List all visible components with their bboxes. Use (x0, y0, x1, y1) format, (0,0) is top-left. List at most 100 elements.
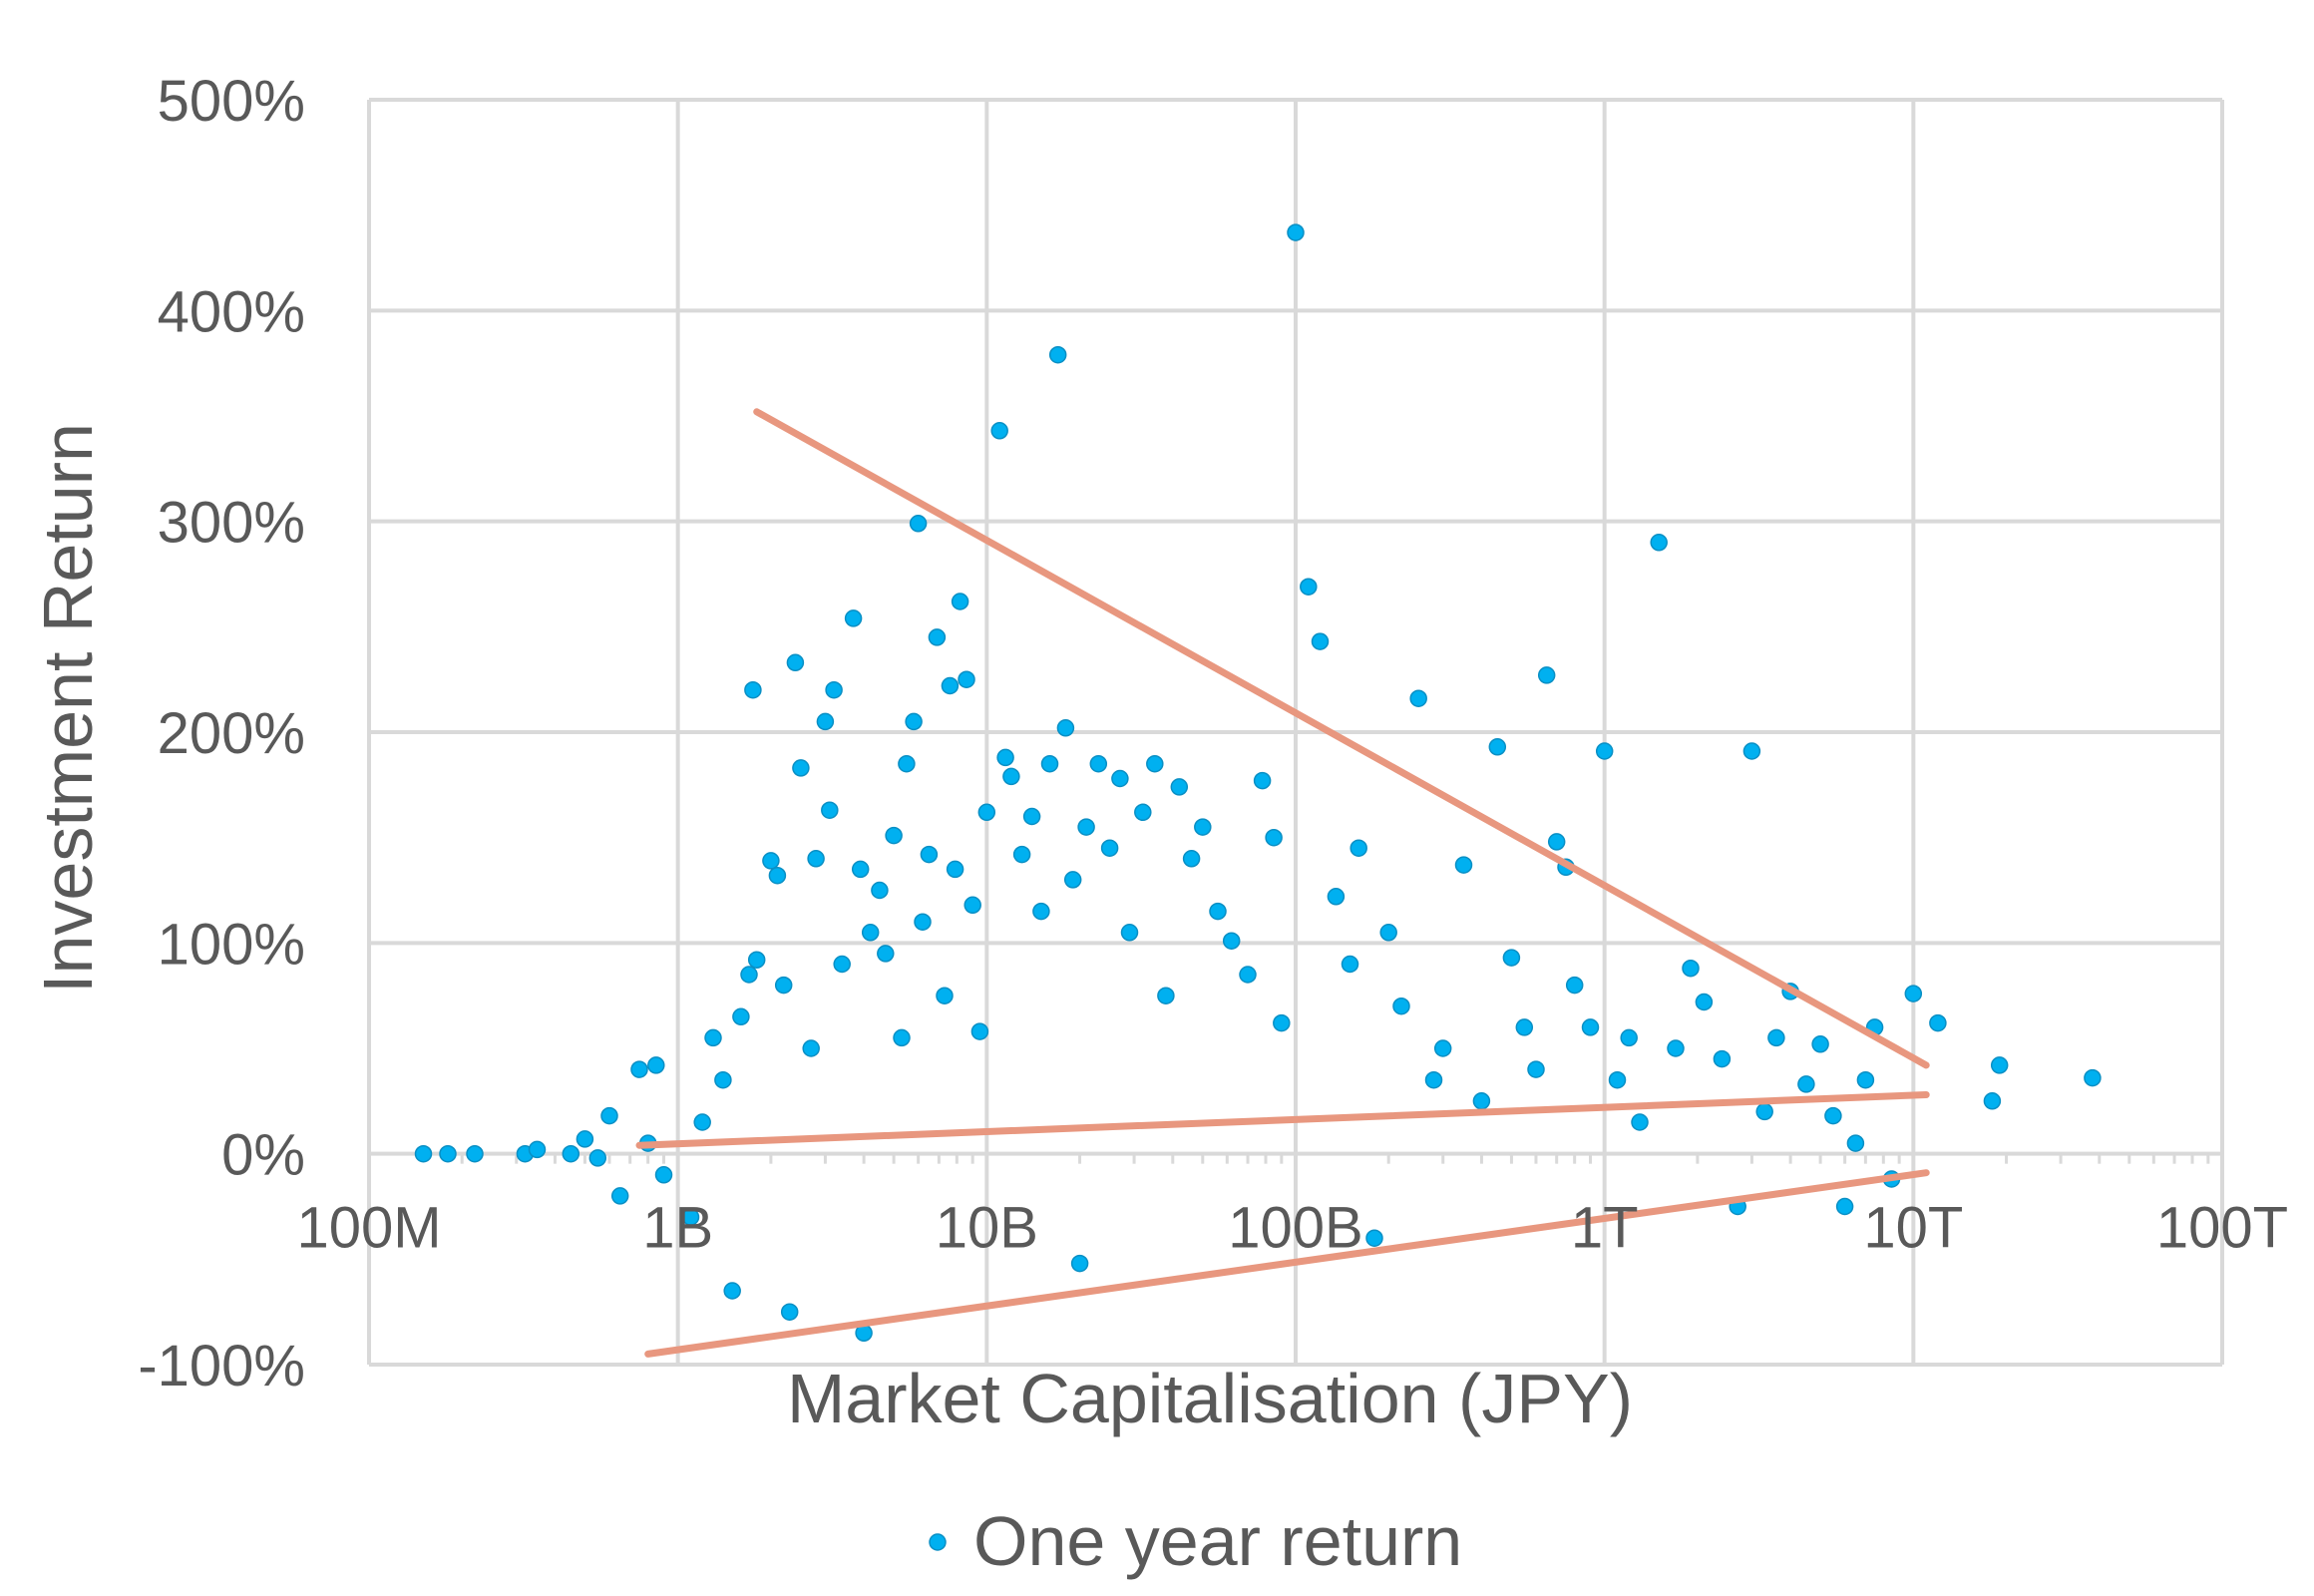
scatter-point (1134, 803, 1152, 822)
scatter-point (977, 803, 996, 822)
scatter-point (1650, 534, 1668, 552)
scatter-point (1515, 1018, 1534, 1036)
scatter-point (1032, 902, 1050, 921)
scatter-point (1265, 828, 1283, 847)
scatter-point (1502, 949, 1521, 967)
scatter-point (1537, 666, 1556, 684)
scatter-point (414, 1144, 433, 1163)
scatter-point (1209, 902, 1227, 921)
y-tick-label: 300% (158, 491, 305, 556)
scatter-point (693, 1113, 711, 1131)
y-tick-label: 400% (158, 279, 305, 344)
scatter-point (877, 945, 895, 963)
scatter-point (958, 670, 975, 688)
scatter-point (920, 845, 939, 864)
scatter-point (723, 1282, 741, 1300)
scatter-point (1433, 1039, 1452, 1057)
scatter-point (1300, 578, 1318, 596)
tick-labels: -100% 0% 100% 200% 300% 400% 500% 100M 1B 10B 100B… (138, 69, 2288, 1398)
scatter-point (1100, 839, 1119, 857)
scatter-point (1547, 833, 1566, 851)
scatter-point (1409, 689, 1427, 707)
scatter-point (1157, 987, 1175, 1004)
x-tick-label: 100M (296, 1196, 441, 1261)
scatter-point (970, 1022, 989, 1040)
scatter-point (2084, 1068, 2102, 1087)
scatter-point (807, 850, 825, 868)
scatter-point (1194, 818, 1212, 836)
scatter-point (851, 860, 870, 879)
scatter-point (654, 1166, 673, 1184)
scatter-point (1089, 754, 1108, 773)
scatter-point (996, 748, 1014, 767)
trend-line (753, 408, 1930, 1069)
scatter-point (1811, 1035, 1829, 1053)
scatter-point (1682, 959, 1700, 978)
scatter-point (588, 1149, 607, 1167)
scatter-point (936, 987, 954, 1004)
scatter-point (562, 1144, 580, 1163)
scatter-point (871, 881, 889, 900)
scatter-point (630, 1060, 648, 1078)
grid-lines (367, 98, 2224, 1367)
scatter-point (792, 759, 810, 777)
y-tick-label: 0% (221, 1123, 305, 1188)
scatter-point (1253, 771, 1272, 790)
scatter-point (1595, 742, 1614, 760)
scatter-point (1350, 839, 1367, 857)
scatter-point (941, 676, 960, 695)
scatter-point (1454, 856, 1473, 874)
scatter-point (1048, 345, 1067, 364)
scatter-point (1063, 871, 1082, 889)
scatter-point (740, 966, 758, 984)
scatter-point (774, 976, 793, 995)
scatter-point (1392, 997, 1410, 1015)
scatter-point (744, 680, 762, 699)
scatter-point (1713, 1049, 1732, 1068)
scatter-point (1182, 850, 1201, 868)
scatter-point (1581, 1018, 1600, 1036)
scatter-point (1070, 1254, 1089, 1273)
scatter-point (1056, 719, 1075, 737)
x-tick-label: 10B (936, 1196, 1038, 1261)
legend: One year return (929, 1502, 1462, 1580)
scatter-point (825, 680, 843, 699)
x-tick-label: 100B (1228, 1196, 1362, 1261)
x-tick-label: 1T (1571, 1196, 1639, 1261)
scatter-point (732, 1007, 750, 1026)
y-tick-label: 500% (158, 69, 305, 134)
x-tick-label: 100T (2156, 1196, 2288, 1261)
scatter-point (1620, 1028, 1638, 1047)
scatter-point (1040, 754, 1059, 773)
scatter-point (1365, 1229, 1383, 1247)
scatter-point (1767, 1028, 1785, 1047)
scatter-point (964, 896, 981, 915)
scatter-point (905, 712, 923, 731)
scatter-point (816, 712, 835, 731)
scatter-point (844, 609, 863, 627)
scatter-point (1170, 778, 1189, 796)
scatter-point (1856, 1070, 1875, 1089)
scatter-point (466, 1144, 484, 1163)
scatter-point (1146, 754, 1164, 773)
trend-line (635, 1091, 1930, 1149)
y-tick-label: 100% (158, 912, 305, 977)
scatter-point (1835, 1197, 1854, 1216)
trend-line (644, 1169, 1930, 1358)
scatter-point (1983, 1092, 2002, 1110)
scatter-point (1077, 818, 1095, 836)
scatter-point (439, 1144, 457, 1163)
x-axis-minor-ticks (460, 1153, 2210, 1164)
scatter-point (1797, 1075, 1815, 1093)
legend-marker-one-year-return (929, 1533, 947, 1551)
scatter-point (893, 1028, 911, 1047)
scatter-point (909, 515, 928, 533)
x-tick-label: 10T (1863, 1196, 1963, 1261)
scatter-points (414, 223, 2102, 1343)
scatter-point (786, 653, 805, 672)
scatter-point (898, 754, 916, 773)
scatter-point (1472, 1092, 1491, 1110)
scatter-point (1990, 1056, 2009, 1074)
